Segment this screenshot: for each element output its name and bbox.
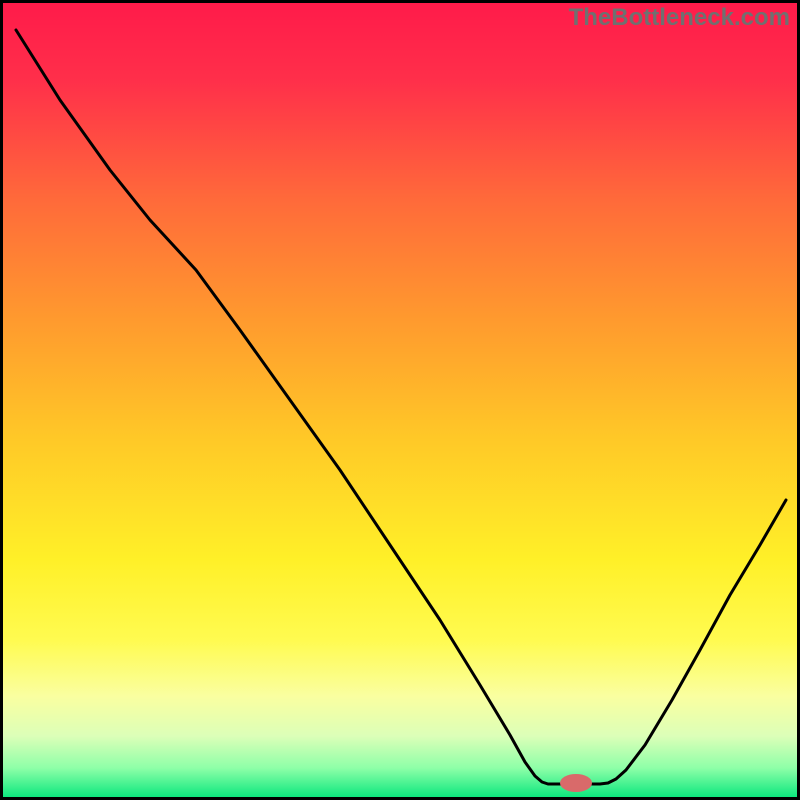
chart-container: TheBottleneck.com [0, 0, 800, 800]
optimal-point-marker [560, 774, 592, 792]
bottleneck-chart [0, 0, 800, 800]
background-rect [0, 0, 800, 800]
watermark-text: TheBottleneck.com [569, 4, 790, 32]
